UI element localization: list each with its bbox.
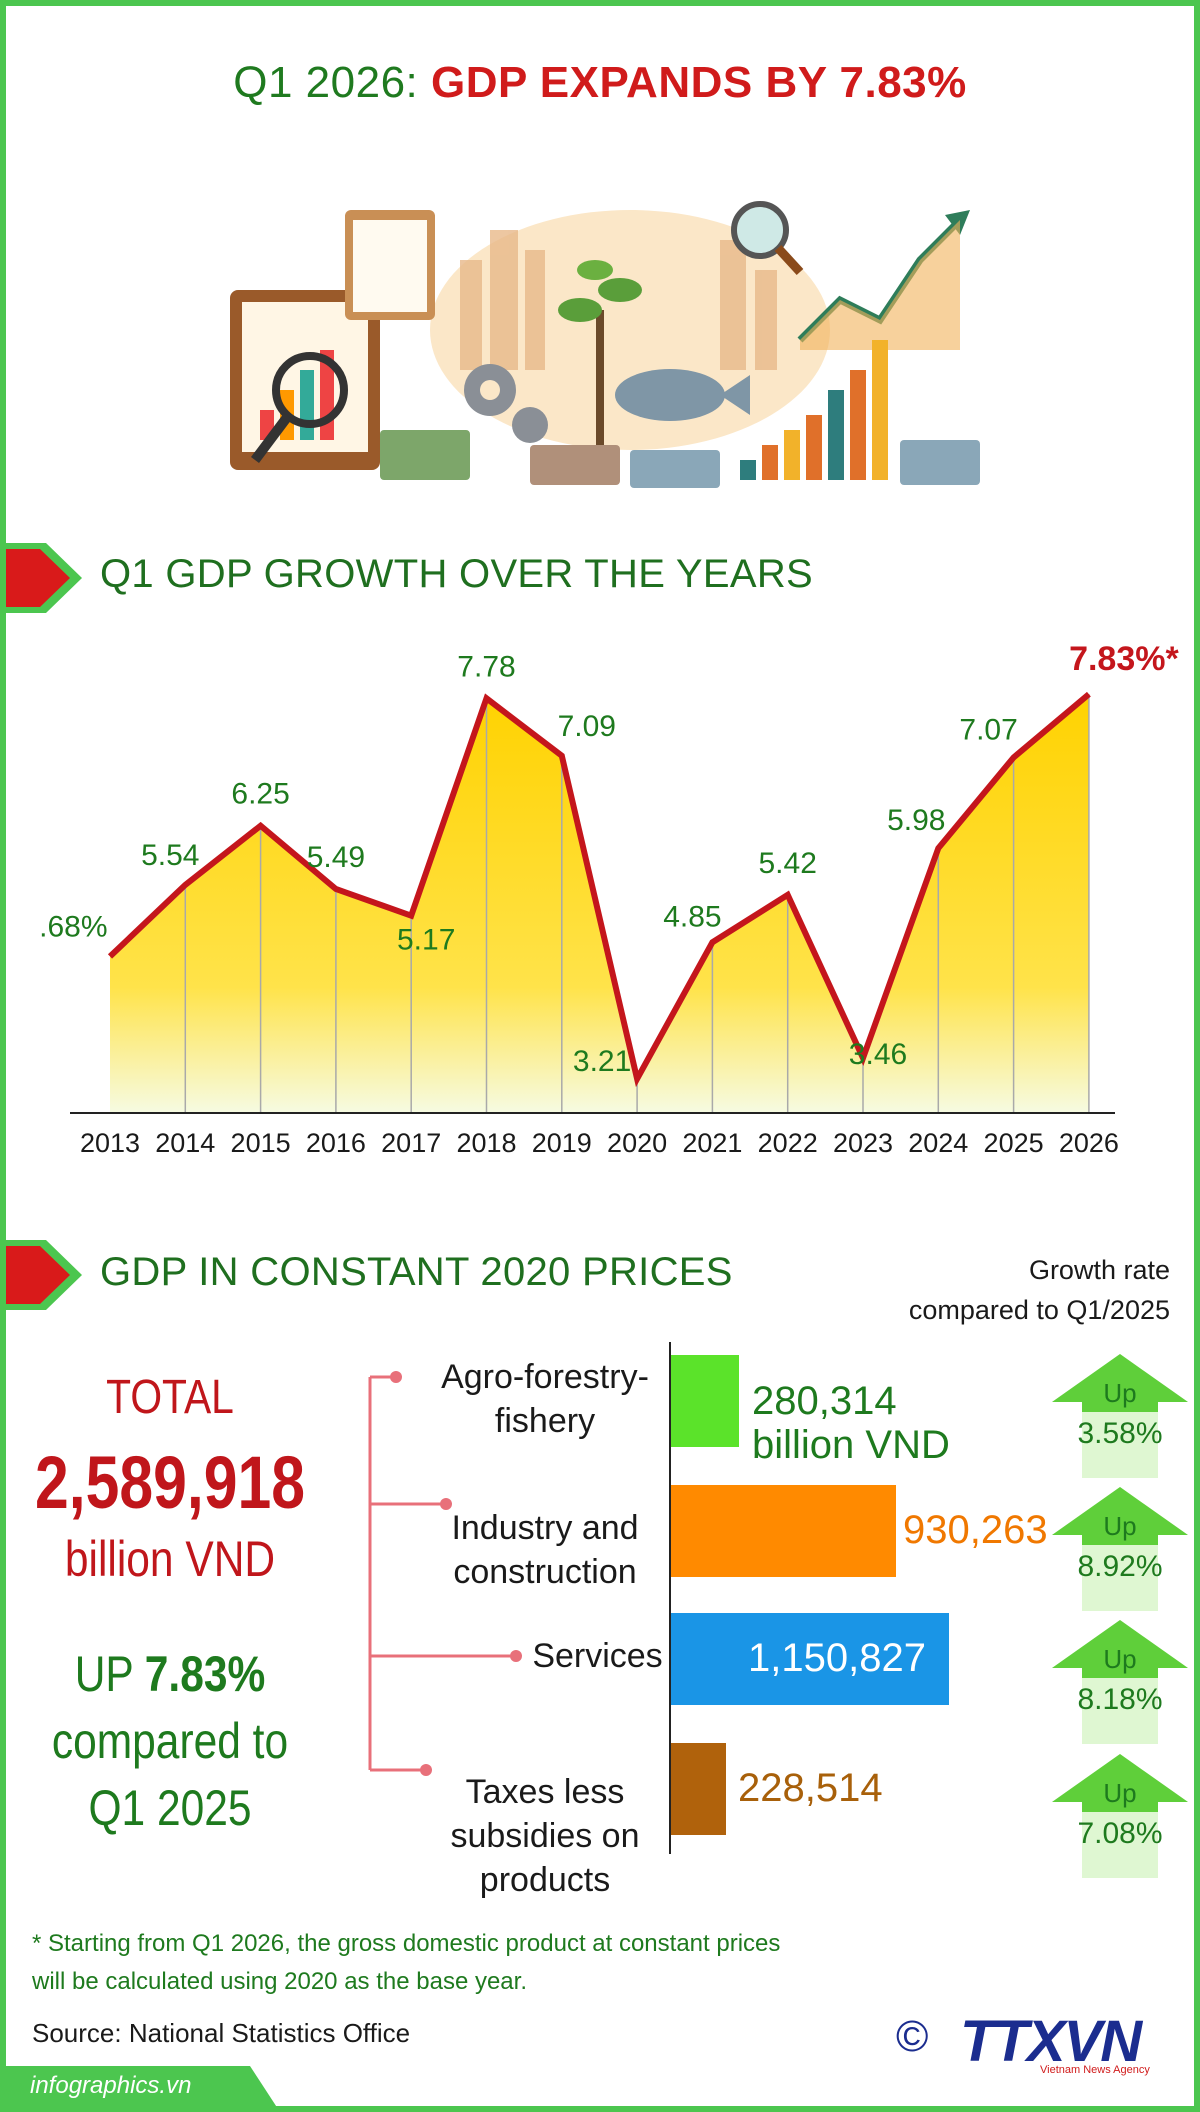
growth-line [107,691,1091,1088]
total-growth-value: 7.83% [144,1646,266,1702]
page-title: Q1 2026: GDP EXPANDS BY 7.83% [0,58,1200,108]
total-value: 2,589,918 [35,1441,305,1524]
sector-label-agro: Agro-forestry- fishery [420,1355,670,1443]
sector-label-taxes-line1: Taxes less [465,1773,625,1811]
logo-tagline: Vietnam News Agency [1040,2064,1150,2076]
total-unit: billion VND [64,1531,276,1587]
growth-badge-services-value: 8.18% [1077,1683,1163,1716]
data-label-2019: 7.09 [558,710,616,743]
x-tick-2026: 2026 [1059,1128,1119,1158]
x-tick-2024: 2024 [908,1128,968,1158]
up-arrow-icon [1052,1620,1188,1744]
brand-text: infographics.vn [30,2072,192,2099]
data-label-2017: 5.17 [397,924,455,957]
data-label-2020: 3.21 [573,1045,631,1078]
total-growth: UP 7.83% [26,1645,315,1703]
growth-badge-agro-value: 3.58% [1077,1417,1163,1450]
growth-badge-services: Up 8.18% [1050,1618,1190,1748]
growth-badge-agro: Up 3.58% [1050,1352,1190,1482]
growth-badge-taxes: Up 7.08% [1050,1752,1190,1882]
growth-badge-industry-value: 8.92% [1077,1550,1163,1583]
total-compared-line2: Q1 2025 [88,1780,252,1836]
x-tick-2013: 2013 [80,1128,140,1158]
bar-axis [669,1342,671,1854]
data-label-2022: 5.42 [759,847,817,880]
bar-value-services: 1,150,827 [748,1636,926,1680]
economy-illustration [230,201,980,488]
bar-taxes [671,1743,726,1835]
x-tick-2020: 2020 [607,1128,667,1158]
growth-rate-header-line2: compared to Q1/2025 [908,1295,1170,1325]
section-title-growth: Q1 GDP GROWTH OVER THE YEARS [100,552,813,596]
sector-label-agro-line1: Agro-forestry- [441,1358,649,1396]
total-label: TOTAL [106,1371,234,1424]
section-title-constant-prices: GDP IN CONSTANT 2020 PRICES [100,1250,733,1294]
bar-value-agro-number: 280,314 [752,1379,897,1423]
up-arrow-icon [1052,1487,1188,1611]
title-highlight: GDP EXPANDS BY 7.83% [431,58,967,107]
total-compared-line1: compared to [51,1713,289,1769]
x-tick-2015: 2015 [231,1128,291,1158]
section-arrow-icon [6,1240,82,1310]
x-tick-2022: 2022 [758,1128,818,1158]
sector-label-industry-line1: Industry and [451,1509,639,1547]
bar-industry [671,1485,896,1577]
source-text: Source: National Statistics Office [32,2018,411,2048]
x-tick-2021: 2021 [682,1128,742,1158]
bar-agro [671,1355,739,1447]
sector-label-services: Services [525,1634,670,1678]
footnote-line2: will be calculated using 2020 as the bas… [32,1968,527,1995]
sector-label-industry-line2: construction [453,1553,637,1591]
sector-label-taxes-line2: subsidies on [450,1817,640,1855]
data-label-2025: 7.07 [959,713,1017,746]
x-tick-2016: 2016 [306,1128,366,1158]
sector-label-services-line1: Services [532,1637,663,1675]
data-label-2014: 5.54 [141,839,199,872]
growth-badge-taxes-value: 7.08% [1077,1817,1163,1850]
bar-value-agro-unit: billion VND [752,1423,950,1467]
footnote: * Starting from Q1 2026, the gross domes… [32,1925,780,2001]
ttxvn-logo: TTXVN [960,2009,1142,2074]
growth-badge-industry: Up 8.92% [1050,1485,1190,1615]
data-label-2023: 3.46 [849,1038,907,1071]
growth-badge-agro-word: Up [1103,1378,1137,1408]
up-arrow-icon [1052,1754,1188,1878]
footnote-line1: * Starting from Q1 2026, the gross domes… [32,1930,781,1957]
data-label-2026: 7.83%* [1069,640,1179,678]
sector-label-agro-line2: fishery [494,1402,596,1440]
x-tick-2014: 2014 [155,1128,215,1158]
footer-band [0,2066,280,2112]
gdp-growth-chart: 4.68% 5.54 6.25 5.49 5.17 7.78 7.09 3.21 4.85 5.4… [40,640,1179,1158]
bar-value-industry: 930,263 [903,1508,1048,1552]
growth-rate-header-line1: Growth rate [1028,1255,1170,1285]
data-label-2015: 6.25 [231,778,289,811]
sector-label-industry: Industry and construction [420,1506,670,1594]
sector-label-taxes-line3: products [479,1861,611,1899]
data-label-2024: 5.98 [887,804,945,837]
x-tick-2023: 2023 [833,1128,893,1158]
growth-badge-taxes-word: Up [1103,1778,1137,1808]
data-label-2018: 7.78 [457,650,515,683]
x-tick-2018: 2018 [456,1128,516,1158]
growth-rate-header: Growth rate compared to Q1/2025 [909,1250,1170,1330]
data-label-2021: 4.85 [663,900,721,933]
x-tick-2019: 2019 [532,1128,592,1158]
growth-badge-industry-word: Up [1103,1511,1137,1541]
copyright-symbol: © [896,2012,929,2061]
up-arrow-icon [1052,1354,1188,1478]
title-prefix: Q1 2026: [233,58,431,107]
growth-badge-services-word: Up [1103,1644,1137,1674]
section-arrow-icon [6,543,82,613]
x-tick-2017: 2017 [381,1128,441,1158]
data-label-2016: 5.49 [307,841,365,874]
growth-area [110,694,1089,1113]
bar-value-agro: 280,314 billion VND [752,1379,950,1467]
bar-value-taxes: 228,514 [738,1766,883,1810]
data-label-2013: 4.68% [40,910,108,943]
bar-services [671,1613,949,1705]
x-tick-2025: 2025 [984,1128,1044,1158]
sector-connector [368,1371,522,1776]
total-growth-word: UP [74,1646,133,1702]
sector-label-taxes: Taxes less subsidies on products [420,1770,670,1902]
